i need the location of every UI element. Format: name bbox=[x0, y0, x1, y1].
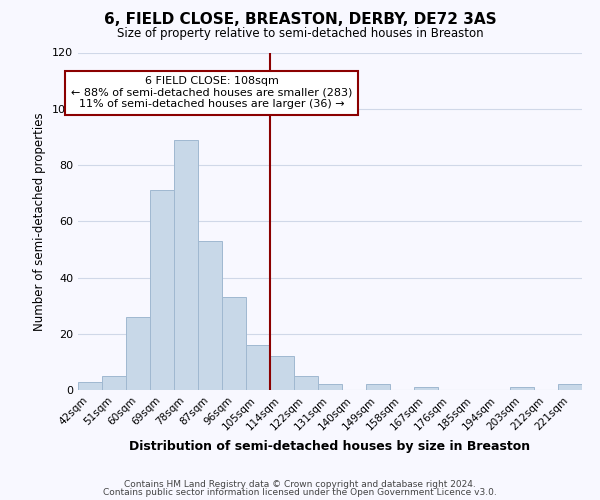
Bar bbox=[174, 140, 198, 390]
Bar bbox=[126, 317, 150, 390]
Bar bbox=[366, 384, 390, 390]
Text: Size of property relative to semi-detached houses in Breaston: Size of property relative to semi-detach… bbox=[116, 28, 484, 40]
Bar bbox=[510, 387, 534, 390]
Y-axis label: Number of semi-detached properties: Number of semi-detached properties bbox=[34, 112, 46, 330]
Bar bbox=[558, 384, 582, 390]
Bar bbox=[270, 356, 294, 390]
Bar bbox=[198, 241, 222, 390]
Text: 6, FIELD CLOSE, BREASTON, DERBY, DE72 3AS: 6, FIELD CLOSE, BREASTON, DERBY, DE72 3A… bbox=[104, 12, 496, 28]
Bar bbox=[150, 190, 174, 390]
Bar bbox=[222, 297, 246, 390]
Bar bbox=[294, 376, 318, 390]
X-axis label: Distribution of semi-detached houses by size in Breaston: Distribution of semi-detached houses by … bbox=[130, 440, 530, 453]
Bar bbox=[78, 382, 102, 390]
Text: Contains HM Land Registry data © Crown copyright and database right 2024.: Contains HM Land Registry data © Crown c… bbox=[124, 480, 476, 489]
Bar bbox=[414, 387, 438, 390]
Text: 6 FIELD CLOSE: 108sqm
← 88% of semi-detached houses are smaller (283)
11% of sem: 6 FIELD CLOSE: 108sqm ← 88% of semi-deta… bbox=[71, 76, 352, 110]
Bar bbox=[102, 376, 126, 390]
Text: Contains public sector information licensed under the Open Government Licence v3: Contains public sector information licen… bbox=[103, 488, 497, 497]
Bar bbox=[318, 384, 342, 390]
Bar bbox=[246, 345, 270, 390]
